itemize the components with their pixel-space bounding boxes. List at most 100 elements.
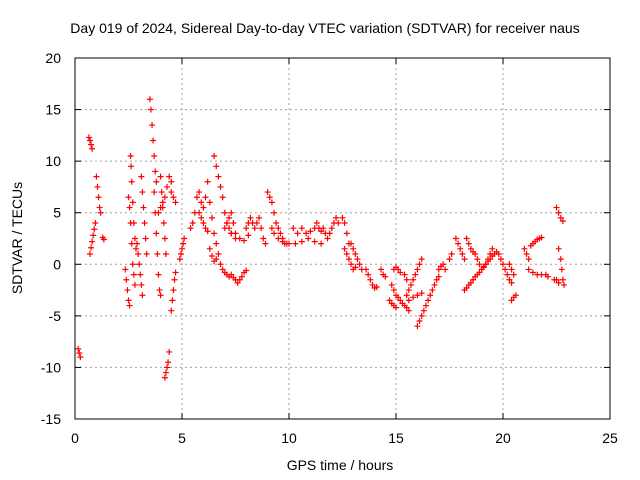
data-point <box>512 292 519 299</box>
data-point <box>476 261 483 268</box>
data-point <box>181 235 188 242</box>
data-point <box>139 292 146 299</box>
data-point <box>474 256 481 263</box>
data-point <box>470 276 477 283</box>
data-point <box>157 292 164 299</box>
y-axis-label: SDTVAR / TECUs <box>9 182 25 294</box>
data-point <box>165 359 172 366</box>
data-point <box>418 312 425 319</box>
x-tick-label: 25 <box>602 430 618 446</box>
data-point <box>427 292 434 299</box>
data-point <box>275 225 282 232</box>
data-point <box>127 152 134 159</box>
data-point <box>198 214 205 221</box>
data-point <box>335 220 342 227</box>
data-point <box>142 235 149 242</box>
data-point <box>320 225 327 232</box>
data-point <box>162 250 169 257</box>
data-points <box>75 96 567 381</box>
data-point <box>162 369 169 376</box>
data-point <box>356 261 363 268</box>
data-point <box>373 283 380 290</box>
data-point <box>236 276 243 283</box>
data-point <box>88 244 95 251</box>
data-point <box>75 345 82 352</box>
data-point <box>407 281 414 288</box>
data-point <box>122 266 129 273</box>
data-point <box>132 245 139 252</box>
data-point <box>425 297 432 304</box>
data-point <box>124 287 131 294</box>
data-point <box>258 225 265 232</box>
data-point <box>156 287 163 294</box>
data-point <box>500 261 506 268</box>
data-point <box>401 271 408 278</box>
data-point <box>217 183 224 190</box>
data-point <box>213 256 220 263</box>
data-point <box>136 261 143 268</box>
data-point <box>311 238 318 245</box>
data-point <box>89 145 96 152</box>
data-point <box>228 209 235 216</box>
grid-lines <box>75 58 610 419</box>
data-point <box>354 256 361 263</box>
data-point <box>273 220 280 227</box>
data-point <box>266 194 273 201</box>
data-point <box>134 240 141 247</box>
data-point <box>151 189 158 196</box>
data-point <box>149 122 156 129</box>
data-point <box>157 173 164 180</box>
data-point <box>467 279 474 286</box>
data-point <box>172 269 179 276</box>
data-point <box>452 235 459 242</box>
data-point <box>264 189 271 196</box>
data-point <box>161 235 168 242</box>
data-point <box>559 276 566 283</box>
data-point <box>298 238 305 245</box>
data-point <box>247 214 254 221</box>
data-point <box>457 245 464 252</box>
data-point <box>164 364 171 371</box>
y-tick-label: 15 <box>45 102 61 118</box>
data-point <box>410 294 417 301</box>
data-point <box>558 266 565 273</box>
data-point <box>128 163 135 170</box>
data-point <box>324 235 331 242</box>
data-point <box>138 173 145 180</box>
data-point <box>328 225 335 232</box>
data-point <box>482 261 489 268</box>
data-point <box>363 266 370 273</box>
data-point <box>435 266 442 273</box>
data-point <box>446 256 453 263</box>
data-point <box>487 250 494 257</box>
data-point <box>245 232 252 239</box>
data-point <box>390 287 397 294</box>
data-point <box>176 256 183 263</box>
data-point <box>352 250 359 257</box>
data-point <box>131 235 138 242</box>
data-point <box>448 250 455 257</box>
data-point <box>138 281 145 288</box>
data-point <box>305 235 312 242</box>
data-point <box>350 245 357 252</box>
y-tick-label: -10 <box>41 359 61 375</box>
data-point <box>217 261 224 268</box>
data-point <box>86 250 93 257</box>
data-point <box>85 134 92 141</box>
data-point <box>161 194 168 201</box>
data-point <box>307 228 314 235</box>
data-point <box>180 240 187 247</box>
data-point <box>397 269 404 276</box>
data-point <box>234 279 241 286</box>
y-tick-label: 10 <box>45 153 61 169</box>
data-point <box>91 226 98 233</box>
data-point <box>159 204 166 211</box>
data-point <box>318 228 325 235</box>
data-point <box>213 163 220 170</box>
data-point <box>228 271 235 278</box>
data-point <box>544 273 551 280</box>
data-point <box>170 194 177 201</box>
data-point <box>262 240 269 247</box>
data-point <box>154 250 161 257</box>
